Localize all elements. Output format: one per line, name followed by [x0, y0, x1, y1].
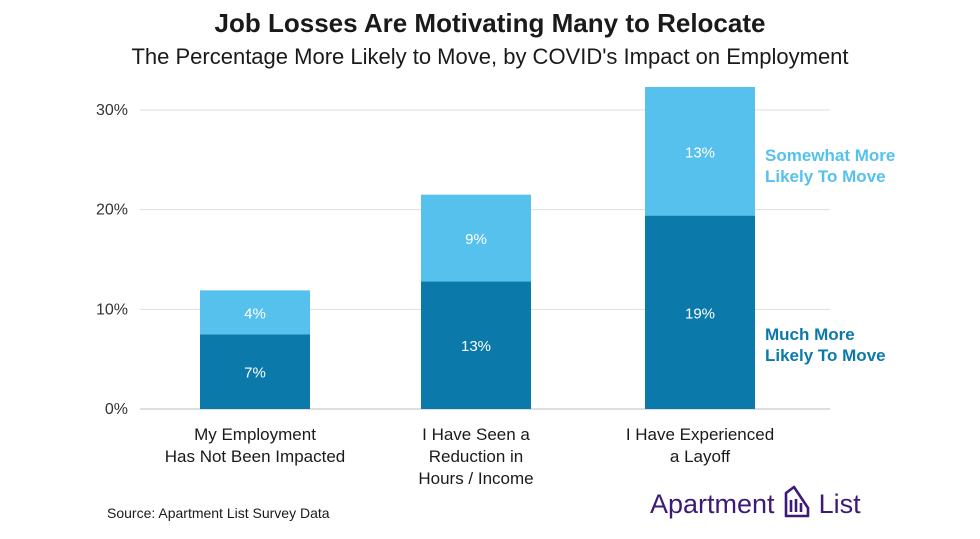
bar-segment: [200, 334, 310, 409]
y-tick-label: 20%: [96, 202, 128, 219]
legend-label: Much More: [765, 325, 855, 344]
legend-label: Somewhat More: [765, 146, 895, 165]
data-label: 13%: [685, 144, 715, 161]
category-label: I Have Seen a: [422, 425, 530, 444]
y-tick-label: 30%: [96, 102, 128, 119]
data-label: 9%: [465, 231, 487, 248]
source-note: Source: Apartment List Survey Data: [107, 505, 330, 521]
data-label: 7%: [244, 365, 266, 382]
data-label: 13%: [461, 338, 491, 355]
logo-mark-icon: [783, 483, 811, 526]
data-label: 19%: [685, 305, 715, 322]
chart-subtitle: The Percentage More Likely to Move, by C…: [131, 44, 849, 69]
category-label: I Have Experienced: [626, 425, 774, 444]
y-tick-label: 10%: [96, 301, 128, 318]
bar-segment: [200, 290, 310, 335]
bar-segment: [645, 215, 755, 409]
bar-segment: [421, 281, 531, 409]
logo-text-left: Apartment: [650, 488, 775, 519]
bar-segment: [421, 194, 531, 282]
legend-label: Likely To Move: [765, 167, 886, 186]
y-tick-label: 0%: [105, 401, 128, 418]
chart-title: Job Losses Are Motivating Many to Reloca…: [214, 8, 766, 38]
category-label: Has Not Been Impacted: [165, 447, 345, 466]
category-label: Reduction in: [429, 447, 524, 466]
legend-label: Likely To Move: [765, 346, 886, 365]
category-label: My Employment: [194, 425, 316, 444]
logo-text-right: List: [818, 488, 861, 519]
category-label: a Layoff: [670, 447, 730, 466]
data-label: 4%: [244, 305, 266, 322]
category-label: Hours / Income: [418, 469, 533, 488]
bar-segment: [645, 87, 755, 216]
apartment-list-logo: Apartment List: [650, 484, 861, 524]
